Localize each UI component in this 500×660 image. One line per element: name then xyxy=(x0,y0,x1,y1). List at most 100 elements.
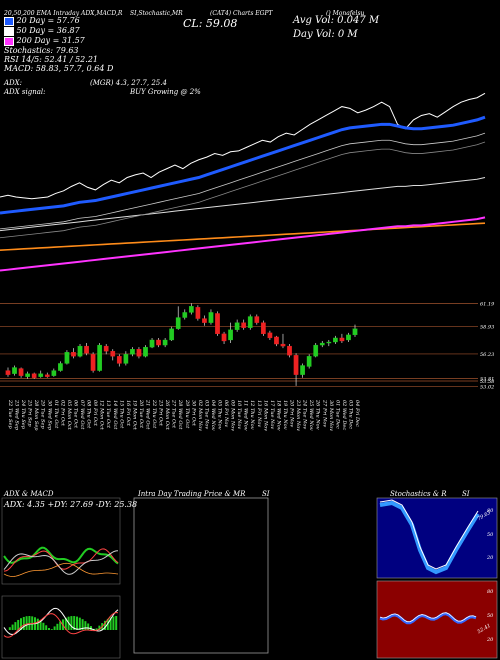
candle-body-6 xyxy=(44,374,50,377)
x-tick-label-50: 01 Tue Dec xyxy=(334,400,340,429)
macd-bar-19 xyxy=(59,621,62,630)
candle-body-39 xyxy=(260,322,266,335)
macd-bar-15 xyxy=(48,628,50,630)
macd-bar-4 xyxy=(17,619,20,630)
candle-body-2 xyxy=(18,368,24,376)
x-tick-label-29: 02 Mon Nov xyxy=(197,400,203,431)
candle-body-10 xyxy=(71,352,76,357)
candle-body-44 xyxy=(293,355,299,375)
x-tick-label-8: 02 Fri Oct xyxy=(59,400,65,427)
candle-body-30 xyxy=(202,318,207,323)
adx-orange-line xyxy=(3,562,119,577)
adx-info-line2-left: ADX signal: xyxy=(4,88,46,96)
y-tick-label-1: 58.93 xyxy=(480,324,494,330)
macd-bar-6 xyxy=(22,616,25,630)
x-tick-label-32: 05 Thu Nov xyxy=(217,400,223,430)
rsi-line xyxy=(379,612,477,625)
intraday-panel xyxy=(133,497,269,654)
adx-white-line xyxy=(3,550,119,575)
ema50-label: 50 Day = 36.87 xyxy=(16,26,80,35)
x-tick-label-26: 28 Wed Oct xyxy=(177,399,183,430)
candle-body-42 xyxy=(280,343,286,347)
candlestick-series xyxy=(5,303,358,386)
macd-bar-17 xyxy=(53,626,56,630)
x-tick-label-20: 20 Tue Oct xyxy=(138,399,144,429)
candle-body-7 xyxy=(51,370,57,376)
candle-body-50 xyxy=(333,337,338,343)
series-line-0 xyxy=(0,92,486,200)
adx-lines xyxy=(3,546,119,577)
x-tick-label-31: 04 Wed Nov xyxy=(210,400,216,431)
x-tick-label-19: 19 Mon Oct xyxy=(131,400,137,431)
candle-body-28 xyxy=(188,306,194,313)
x-axis-labels: 22 Tue Sep 23 Wed Sep 24 Thu Sep 25 Fri Sep… xyxy=(7,399,360,431)
candle-body-33 xyxy=(221,333,227,342)
candle-body-17 xyxy=(116,356,122,364)
x-tick-label-9: 05 Mon Oct xyxy=(66,400,72,431)
chart-title: 20,50,200 EMA Intraday ADX,MACD,R xyxy=(4,10,123,17)
candle-body-45 xyxy=(300,365,305,375)
x-tick-label-6: 30 Wed Sep xyxy=(46,400,52,431)
x-tick-label-18: 16 Fri Oct xyxy=(125,400,131,427)
x-tick-label-3: 25 Fri Sep xyxy=(27,399,33,427)
macd-bar-11 xyxy=(36,618,39,630)
candle-body-41 xyxy=(274,336,279,345)
macd-bar-12 xyxy=(39,620,42,630)
ema200-line xyxy=(0,216,486,272)
macd-bar-32 xyxy=(95,628,98,630)
candle-body-25 xyxy=(169,328,175,341)
candle-body-13 xyxy=(90,354,96,371)
x-tick-label-53: 04 Fri Dec xyxy=(354,400,360,427)
candle-body-5 xyxy=(38,373,44,377)
series-line-2 xyxy=(0,177,486,232)
x-tick-label-28: 30 Fri Oct xyxy=(190,400,196,427)
candle-body-47 xyxy=(313,344,319,357)
legend-ema20: 20 Day = 57.76 xyxy=(4,16,80,26)
legend-rsi: RSI 14/5: 52.41 / 52.21 xyxy=(4,55,98,64)
adx-info-line1-right: (MGR) 4.3, 27.7, 25.4 xyxy=(90,79,167,87)
rsi-tick-50: 50 xyxy=(487,613,494,619)
x-tick-label-11: 07 Wed Oct xyxy=(79,400,85,430)
y-tick-label-0: 61.19 xyxy=(480,301,495,307)
rsi-signal-line xyxy=(379,612,477,623)
stoch-tick-20: 20 xyxy=(487,555,494,561)
candle-body-31 xyxy=(208,312,214,323)
x-tick-label-46: 25 Wed Nov xyxy=(308,399,314,431)
macd-bar-16 xyxy=(50,629,53,630)
stoch-d-line xyxy=(379,499,479,570)
macd-bar-35 xyxy=(104,620,106,630)
macd-line xyxy=(3,607,119,636)
candle-body-0 xyxy=(5,370,11,375)
x-tick-label-30: 03 Tue Nov xyxy=(203,400,209,429)
x-tick-label-0: 22 Tue Sep xyxy=(7,399,13,429)
x-tick-label-4: 28 Mon Sep xyxy=(33,399,39,431)
x-tick-label-2: 24 Thu Sep xyxy=(20,399,26,430)
x-tick-label-51: 02 Wed Dec xyxy=(341,400,347,430)
chart-title-far: () Monafelsu xyxy=(326,10,365,17)
candle-body-48 xyxy=(319,342,325,346)
macd-bar-5 xyxy=(20,618,22,630)
x-tick-label-10: 06 Tue Oct xyxy=(72,400,78,429)
stochastic-lines xyxy=(379,499,480,575)
ema20-label: 20 Day = 57.76 xyxy=(16,16,80,25)
day-vol-label: Day Vol: 0 M xyxy=(293,29,358,40)
candle-body-9 xyxy=(64,352,70,364)
macd-bar-2 xyxy=(11,624,14,630)
macd-bar-21 xyxy=(64,617,67,630)
candle-body-22 xyxy=(149,339,155,348)
x-tick-label-25: 27 Tue Oct xyxy=(171,399,177,429)
candle-body-51 xyxy=(339,337,345,342)
x-tick-label-43: 20 Fri Nov xyxy=(289,399,295,427)
x-tick-label-15: 13 Tue Oct xyxy=(105,400,111,429)
avg-vol-label: Avg Vol: 0.047 M xyxy=(293,15,380,26)
envelope-line-1 xyxy=(0,141,486,239)
x-tick-label-45: 24 Tue Nov xyxy=(302,399,308,429)
macd-bar-7 xyxy=(25,616,28,630)
x-tick-label-7: 01 Thu Oct xyxy=(53,400,59,429)
macd-bar-27 xyxy=(81,619,84,630)
candle-body-24 xyxy=(162,339,168,346)
candle-body-8 xyxy=(58,363,63,371)
macd-bar-26 xyxy=(78,617,81,630)
